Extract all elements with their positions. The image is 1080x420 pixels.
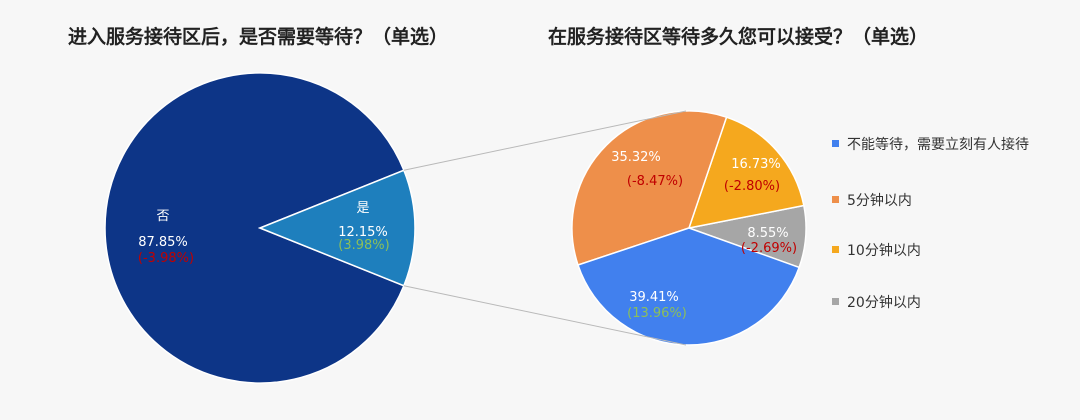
right-pie-change-10min: (-2.80%) (724, 179, 780, 194)
connector-line-top (403, 110, 687, 171)
left-chart-title: 进入服务接待区后，是否需要等待？（单选） (68, 26, 449, 48)
legend-item-5min: 5分钟以内 (832, 188, 1037, 214)
legend-swatch-immediate (832, 140, 839, 147)
right-pie-value-20min: 8.55% (747, 226, 788, 241)
connector-line-bottom (403, 285, 687, 346)
right-pie-value-immediate: 39.41% (629, 290, 679, 305)
left-pie-slice-yes (257, 169, 416, 287)
right-pie-value-5min: 35.32% (611, 150, 661, 165)
right-chart-title: 在服务接待区等待多久您可以接受？（单选） (548, 26, 929, 48)
legend-item-10min: 10分钟以内 (832, 238, 1037, 264)
left-pie-label-no: 否 (156, 209, 169, 224)
legend-item-20min: 20分钟以内 (832, 290, 1037, 316)
left-pie-label-yes: 是 (356, 201, 369, 216)
left-pie-slice-no (104, 72, 405, 384)
left-pie-change-no: (-3.98%) (138, 251, 194, 266)
left-pie-value-no: 87.85% (138, 235, 188, 250)
right-pie-slice-immediate (577, 227, 801, 346)
right-pie-change-5min: (-8.47%) (627, 174, 683, 189)
right-pie-change-20min: (-2.69%) (741, 241, 797, 256)
legend-label-20min: 20分钟以内 (847, 295, 921, 311)
legend-item-immediate: 不能等待，需要立刻有人接待 (832, 132, 1037, 158)
right-pie-change-immediate: (13.96%) (627, 306, 687, 321)
legend-swatch-5min (832, 196, 839, 203)
right-pie-slice-5min (571, 110, 728, 266)
legend-label-10min: 10分钟以内 (847, 243, 921, 259)
legend-swatch-20min (832, 298, 839, 305)
right-pie-value-10min: 16.73% (731, 157, 781, 172)
legend-swatch-10min (832, 246, 839, 253)
left-pie-change-yes: (3.98%) (338, 238, 389, 253)
left-pie-value-yes: 12.15% (338, 225, 388, 240)
legend-label-immediate: 不能等待，需要立刻有人接待 (847, 137, 1029, 153)
legend-label-5min: 5分钟以内 (847, 193, 912, 209)
